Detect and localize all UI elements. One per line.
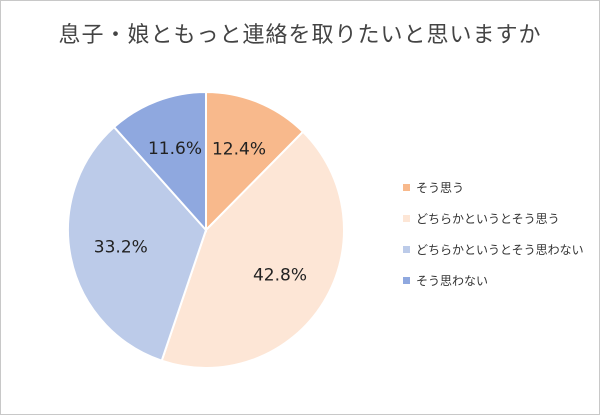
chart-title: 息子・娘ともっと連絡を取りたいと思いますか [58, 23, 542, 48]
legend-label: どちらかというとそう思う [416, 212, 560, 226]
legend-item: そう思う [403, 180, 584, 195]
legend-item: どちらかというとそう思わない [403, 242, 584, 257]
slice-label: 42.8% [253, 266, 307, 286]
pie-slice [67, 125, 208, 362]
legend: そう思うどちらかというとそう思うどちらかというとそう思わない そう思わない [403, 180, 584, 304]
legend-label: そう思う [416, 181, 465, 195]
slice-label: 12.4% [212, 140, 266, 160]
pie-slice [205, 90, 305, 233]
pie-slice [112, 90, 207, 233]
legend-item: そう思わない [403, 273, 584, 288]
legend-swatch [403, 277, 410, 284]
slice-label: 33.2% [94, 237, 148, 257]
legend-item: どちらかというとそう思う [403, 211, 584, 226]
pie-slice [160, 130, 345, 369]
legend-swatch [403, 184, 410, 191]
legend-swatch [403, 215, 410, 222]
legend-label: どちらかというとそう思わない [416, 243, 584, 257]
slice-label: 11.6% [148, 139, 202, 159]
legend-label: そう思わない [416, 274, 489, 288]
legend-swatch [403, 246, 410, 253]
